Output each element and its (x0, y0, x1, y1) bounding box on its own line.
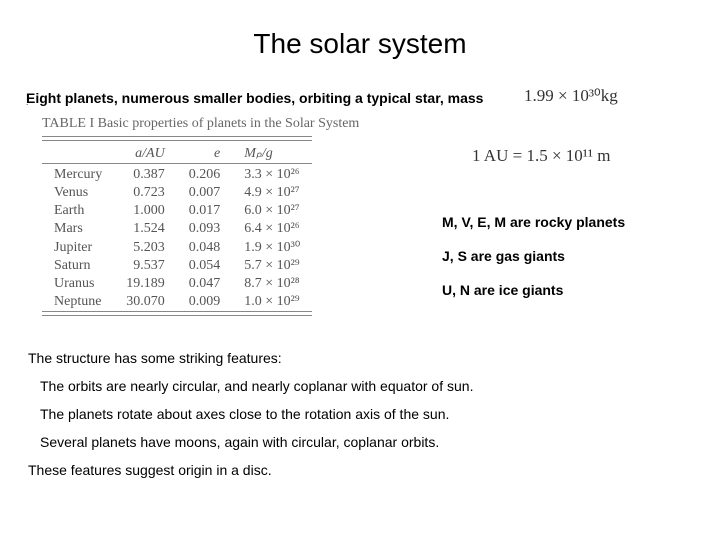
cell-name: Saturn (42, 257, 114, 275)
slide: The solar system . Eight planets, numero… (0, 0, 720, 540)
cell-a: 5.203 (114, 238, 177, 257)
cell-e: 0.007 (177, 184, 233, 202)
cell-m: 8.7 × 10²⁸ (232, 275, 312, 293)
cell-a: 1.000 (114, 202, 177, 220)
cell-a: 0.387 (114, 166, 177, 184)
table-header-row: a/AU e Mₚ/g (42, 144, 312, 164)
cell-name: Venus (42, 184, 114, 202)
cell-e: 0.206 (177, 166, 233, 184)
cell-name: Uranus (42, 275, 114, 293)
table-row: Saturn9.5370.0545.7 × 10²⁹ (42, 257, 312, 275)
features-block: The structure has some striking features… (28, 350, 473, 478)
page-title: The solar system (0, 28, 720, 60)
feature-item: The planets rotate about axes close to t… (40, 406, 473, 422)
feature-item: The orbits are nearly circular, and near… (40, 378, 473, 394)
cell-m: 6.0 × 10²⁷ (232, 202, 312, 220)
cell-m: 1.0 × 10²⁹ (232, 293, 312, 312)
cell-a: 19.189 (114, 275, 177, 293)
col-a: a/AU (114, 144, 177, 164)
col-name (42, 144, 114, 164)
au-definition: 1 AU = 1.5 × 10¹¹ m (472, 146, 610, 166)
table: a/AU e Mₚ/g Mercury0.3870.2063.3 × 10²⁶V… (42, 136, 312, 319)
planet-table: TABLE I Basic properties of planets in t… (42, 116, 359, 319)
cell-name: Jupiter (42, 238, 114, 257)
cell-a: 30.070 (114, 293, 177, 312)
cell-m: 6.4 × 10²⁶ (232, 220, 312, 238)
table-row: Mercury0.3870.2063.3 × 10²⁶ (42, 166, 312, 184)
table-row: Uranus19.1890.0478.7 × 10²⁸ (42, 275, 312, 293)
cell-e: 0.093 (177, 220, 233, 238)
cell-e: 0.048 (177, 238, 233, 257)
cell-e: 0.009 (177, 293, 233, 312)
cell-name: Earth (42, 202, 114, 220)
cell-a: 0.723 (114, 184, 177, 202)
note-ice: U, N are ice giants (442, 282, 563, 298)
mass-formula: 1.99 × 10³⁰kg (524, 86, 618, 106)
cell-e: 0.054 (177, 257, 233, 275)
table-row: Jupiter5.2030.0481.9 × 10³⁰ (42, 238, 312, 257)
table-caption: TABLE I Basic properties of planets in t… (42, 116, 359, 132)
cell-e: 0.017 (177, 202, 233, 220)
cell-m: 1.9 × 10³⁰ (232, 238, 312, 257)
cell-m: 4.9 × 10²⁷ (232, 184, 312, 202)
cell-a: 9.537 (114, 257, 177, 275)
intro-text: Eight planets, numerous smaller bodies, … (26, 90, 483, 106)
col-e: e (177, 144, 233, 164)
cell-a: 1.524 (114, 220, 177, 238)
cell-m: 3.3 × 10²⁶ (232, 166, 312, 184)
cell-name: Mercury (42, 166, 114, 184)
table-row: Neptune30.0700.0091.0 × 10²⁹ (42, 293, 312, 312)
col-m: Mₚ/g (232, 144, 312, 164)
cell-name: Neptune (42, 293, 114, 312)
cell-e: 0.047 (177, 275, 233, 293)
features-conclude: These features suggest origin in a disc. (28, 462, 473, 478)
features-lead: The structure has some striking features… (28, 350, 473, 366)
feature-item: Several planets have moons, again with c… (40, 434, 473, 450)
note-rocky: M, V, E, M are rocky planets (442, 214, 625, 230)
table-row: Mars1.5240.0936.4 × 10²⁶ (42, 220, 312, 238)
cell-name: Mars (42, 220, 114, 238)
table-row: Venus0.7230.0074.9 × 10²⁷ (42, 184, 312, 202)
table-row: Earth1.0000.0176.0 × 10²⁷ (42, 202, 312, 220)
cell-m: 5.7 × 10²⁹ (232, 257, 312, 275)
note-gas: J, S are gas giants (442, 248, 565, 264)
